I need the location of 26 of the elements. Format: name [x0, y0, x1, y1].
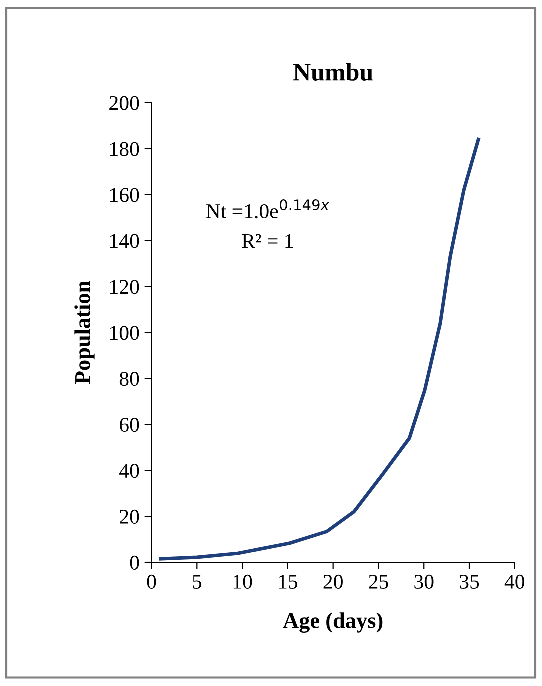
y-tick-label: 80: [120, 372, 140, 386]
y-tick-label: 180: [110, 142, 140, 156]
x-tick-label: 25: [369, 574, 388, 589]
y-tick-label: 100: [110, 326, 140, 340]
x-axis-title: Age (days): [283, 612, 383, 633]
y-tick-label: 160: [110, 188, 140, 202]
y-tick-label: 140: [110, 234, 140, 248]
x-tick-label: 10: [234, 574, 252, 589]
x-tick-label: 20: [324, 574, 343, 589]
x-tick-label: 15: [279, 575, 298, 589]
line-series: [159, 138, 480, 561]
y-tick-label: 60: [120, 418, 140, 432]
annotation: R² = 1: [242, 234, 294, 248]
x-tick-label: 30: [414, 574, 434, 589]
chart-title: Numbu: [294, 63, 373, 81]
y-tick-label: 40: [120, 464, 140, 478]
y-tick-label: 0: [130, 556, 140, 570]
x-tick-label: 35: [460, 574, 480, 589]
annotation: Nt =1.0e$^{0.149x}$: [206, 200, 330, 219]
y-tick-label: 20: [120, 510, 140, 524]
x-tick-label: 40: [504, 574, 525, 589]
x-tick-label: 5: [193, 575, 202, 589]
y-tick-label: 200: [110, 96, 140, 110]
y-axis-title: Population: [74, 281, 95, 384]
y-tick-label: 120: [110, 280, 140, 294]
x-tick-label: 0: [147, 574, 156, 589]
